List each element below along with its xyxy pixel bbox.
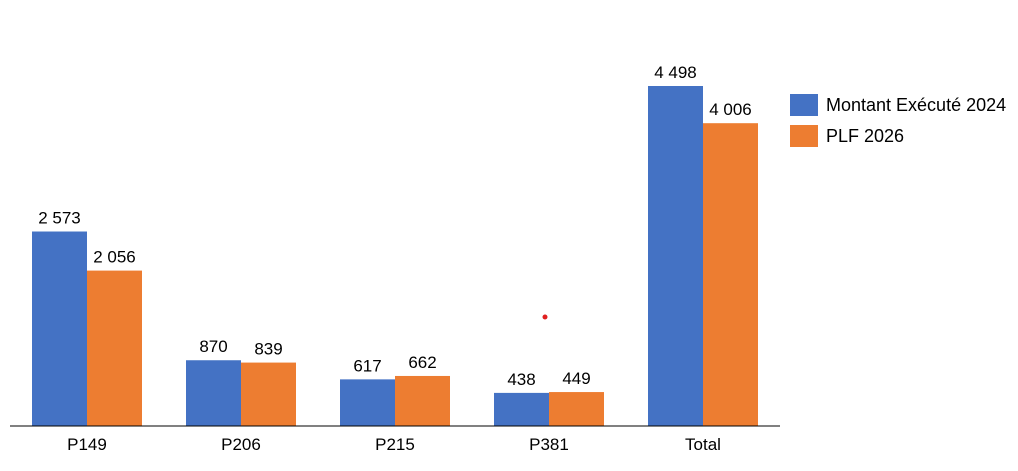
data-label-total-series-2: 4 006 xyxy=(709,100,752,119)
legend-swatch-series-1 xyxy=(790,94,818,116)
bar-total-series-2 xyxy=(703,123,758,426)
data-label-p206-series-1: 870 xyxy=(199,337,227,356)
bar-p381-series-1 xyxy=(494,392,549,426)
x-tick-label-p381: P381 xyxy=(529,435,569,454)
data-label-total-series-1: 4 498 xyxy=(654,63,697,82)
legend: Montant Exécuté 2024 PLF 2026 xyxy=(790,93,1006,155)
data-label-p381-series-2: 449 xyxy=(562,369,590,388)
x-tick-label-p206: P206 xyxy=(221,435,261,454)
bar-p215-series-2 xyxy=(395,375,450,426)
bar-p215-series-1 xyxy=(340,379,395,426)
bar-p381-series-2 xyxy=(549,392,604,426)
annotation-dot xyxy=(542,314,548,320)
legend-swatch-series-2 xyxy=(790,125,818,147)
legend-item-series-2: PLF 2026 xyxy=(790,124,1006,148)
x-tick-labels-group: P149 P206 P215 P381 Total xyxy=(67,435,721,454)
bar-p206-series-2 xyxy=(241,362,296,426)
legend-item-series-1: Montant Exécuté 2024 xyxy=(790,93,1006,117)
bar-p206-series-1 xyxy=(186,360,241,426)
legend-label-series-1: Montant Exécuté 2024 xyxy=(826,94,1007,115)
bars-group xyxy=(32,86,758,426)
data-label-p206-series-2: 839 xyxy=(254,340,282,359)
legend-label-series-2: PLF 2026 xyxy=(826,125,905,146)
data-label-p149-series-2: 2 056 xyxy=(93,248,136,267)
data-label-p215-series-2: 662 xyxy=(408,353,436,372)
data-label-p215-series-1: 617 xyxy=(353,356,381,375)
data-label-p149-series-1: 2 573 xyxy=(38,209,81,228)
data-label-p381-series-1: 438 xyxy=(507,370,535,389)
bar-p149-series-1 xyxy=(32,231,87,426)
x-tick-label-total: Total xyxy=(685,435,721,454)
data-labels-group: 2 573 2 056 870 839 617 662 438 449 4 498 4 006 xyxy=(38,63,752,389)
x-tick-label-p149: P149 xyxy=(67,435,107,454)
bar-total-series-1 xyxy=(648,86,703,426)
x-tick-label-p215: P215 xyxy=(375,435,415,454)
bar-p149-series-2 xyxy=(87,270,142,426)
